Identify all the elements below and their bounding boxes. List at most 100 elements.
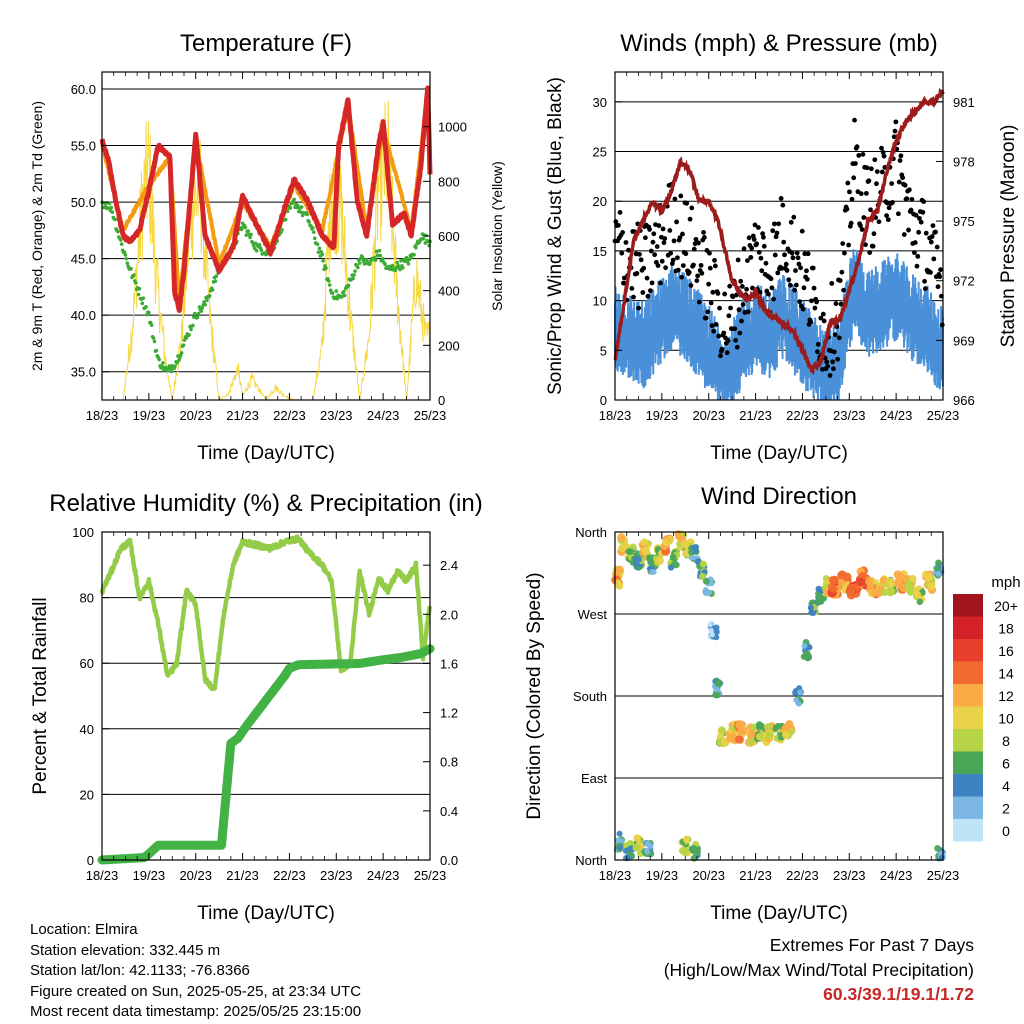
dewpoint-point	[311, 226, 315, 230]
dewpoint-point	[243, 225, 248, 230]
winds-ylabel-right: Station Pressure (Maroon)	[998, 125, 1019, 348]
gust-point	[761, 243, 767, 249]
direction-point	[662, 538, 670, 547]
gust-point	[923, 230, 929, 236]
x-tick-label: 25/23	[927, 408, 960, 423]
x-tick-label: 19/23	[646, 868, 679, 883]
gust-point	[904, 196, 910, 202]
humidity-chart: Relative Humidity (%) & Precipitation (i…	[30, 490, 483, 924]
direction-point	[781, 724, 790, 733]
gust-point	[916, 229, 922, 235]
gust-point	[735, 257, 741, 263]
winds-chart: Winds (mph) & Pressure (mb) Time (Day/UT…	[545, 30, 1019, 464]
direction-point	[807, 604, 814, 611]
gust-point	[675, 255, 680, 261]
dewpoint-point	[356, 265, 360, 270]
direction-point	[894, 579, 903, 588]
gust-point	[831, 366, 836, 372]
dewpoint-point	[421, 236, 426, 241]
dewpoint-point	[257, 242, 262, 247]
legend-label: 2	[1002, 801, 1010, 817]
temp-2m-line	[99, 85, 433, 313]
gust-point	[795, 255, 801, 261]
gust-point	[786, 277, 792, 283]
direction-point	[614, 579, 622, 587]
y-tick-label: 80	[80, 591, 94, 606]
gust-point	[906, 227, 911, 233]
y2-tick-label: 0.4	[440, 804, 458, 819]
direction-point	[669, 553, 677, 561]
gust-point	[717, 305, 722, 311]
dewpoint-point	[157, 357, 161, 362]
x-tick-label: 18/23	[599, 868, 632, 883]
temperature-title: Temperature (F)	[180, 30, 352, 57]
gust-point	[884, 213, 889, 219]
gust-point	[660, 226, 666, 232]
gust-point	[913, 212, 919, 218]
direction-point	[632, 843, 641, 852]
gust-point	[842, 250, 847, 256]
y2-tick-label: 1.6	[440, 656, 458, 671]
dewpoint-point	[409, 256, 414, 260]
gust-point	[847, 189, 852, 195]
direction-point	[682, 835, 691, 844]
y-tick-label: 20	[593, 194, 607, 209]
gust-point	[837, 278, 843, 284]
gust-point	[708, 300, 714, 306]
x-tick-label: 25/23	[414, 868, 447, 883]
gust-point	[791, 214, 797, 220]
dewpoint-point	[169, 369, 174, 374]
gust-point	[644, 275, 650, 281]
direction-point	[718, 726, 726, 734]
gust-point	[780, 202, 786, 208]
x-tick-label: 21/23	[739, 408, 772, 423]
dewpoint-point	[298, 210, 303, 214]
gust-point	[858, 191, 864, 197]
gust-point	[814, 299, 819, 305]
y2-tick-label: 800	[438, 174, 460, 189]
temperature-chart: Temperature (F) Time (Day/UTC) 2m & 9m T…	[29, 30, 505, 464]
dewpoint-point	[251, 241, 255, 245]
y2-tick-label: 0.0	[440, 853, 458, 868]
gust-point	[852, 161, 858, 166]
direction-ylabel: Direction (Colored By Speed)	[524, 572, 545, 819]
y2-tick-label: 600	[438, 229, 460, 244]
gust-point	[771, 296, 776, 302]
gust-point	[640, 290, 646, 295]
gust-point	[838, 301, 844, 307]
direction-point	[682, 548, 691, 557]
dewpoint-point	[116, 229, 120, 234]
gust-point	[769, 285, 775, 291]
winds-ylabel: Sonic/Prop Wind & Gust (Blue, Black)	[545, 77, 566, 395]
dewpoint-point	[377, 248, 382, 253]
y2-tick-label: 400	[438, 284, 460, 299]
dewpoint-point	[147, 310, 151, 315]
gust-point	[821, 318, 827, 324]
direction-point	[887, 580, 895, 588]
dewpoint-point	[326, 279, 331, 283]
gust-point	[721, 330, 727, 336]
dewpoint-point	[320, 252, 325, 257]
direction-point	[838, 570, 847, 580]
gust-point	[811, 285, 817, 291]
gust-point	[672, 196, 678, 202]
gust-point	[880, 150, 886, 155]
gust-point	[701, 229, 706, 235]
dewpoint-point	[398, 267, 402, 272]
gust-point	[740, 302, 746, 307]
y-tick-label: South	[573, 689, 607, 704]
gust-point	[695, 273, 701, 279]
gust-point	[776, 221, 782, 227]
dewpoint-point	[319, 249, 324, 254]
gust-point	[846, 242, 852, 248]
dewpoint-point	[132, 273, 136, 277]
gust-point	[804, 276, 810, 282]
gust-point	[935, 284, 941, 290]
dewpoint-point	[144, 304, 148, 309]
gust-point	[808, 319, 814, 325]
gust-point	[824, 359, 830, 365]
gust-point	[874, 169, 880, 175]
direction-point	[713, 628, 720, 636]
direction-point	[764, 723, 773, 731]
